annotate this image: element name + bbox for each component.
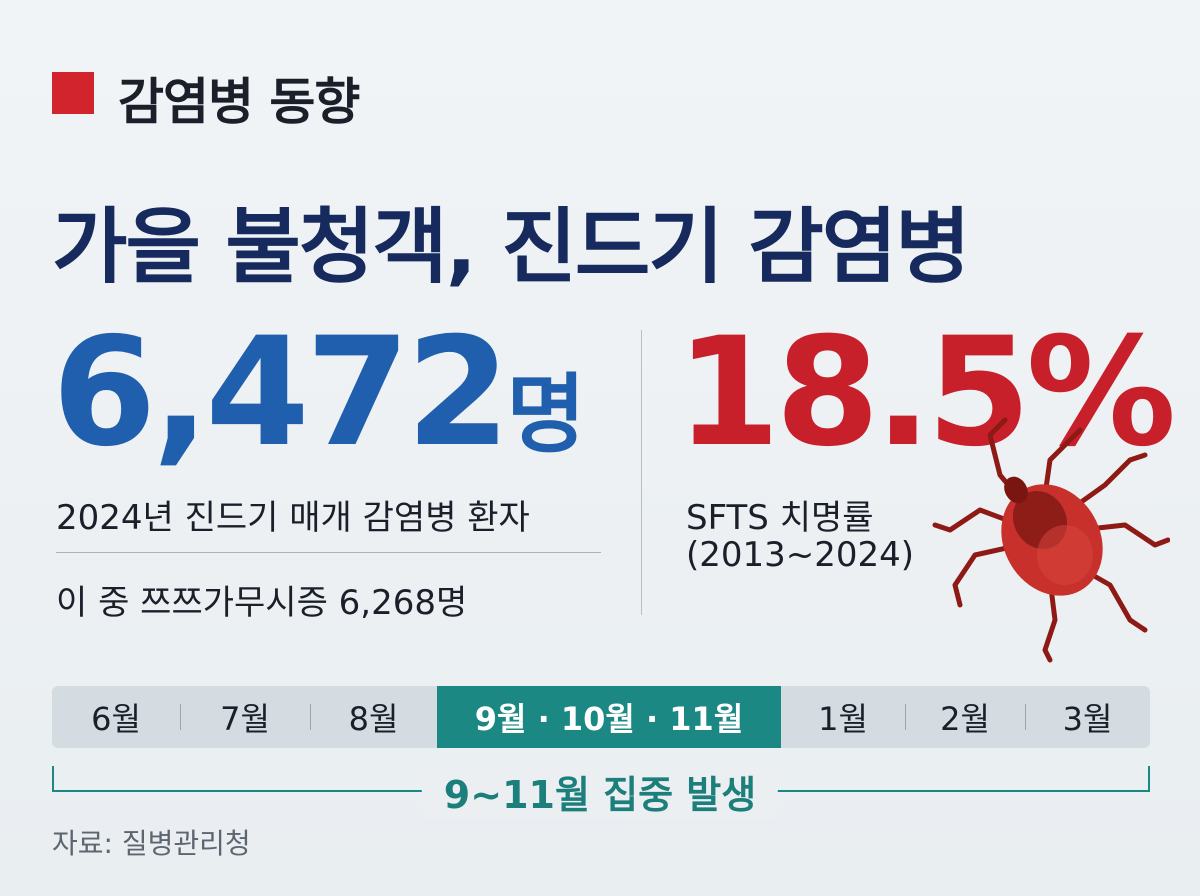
rule: [56, 552, 601, 553]
timeline-note: 9~11월 집중 발생: [421, 764, 779, 819]
count-caption: 2024년 진드기 매개 감염병 환자: [56, 498, 530, 538]
rate-caption: SFTS 치명률: [686, 498, 874, 538]
patient-count: 6,472명: [52, 318, 586, 468]
month: 7월: [180, 686, 310, 748]
fatality-rate: 18.5%: [676, 306, 1176, 480]
divider: [641, 330, 642, 615]
title: 가을 불청객, 진드기 감염병: [52, 200, 971, 295]
timeline: 6월 7월 8월 9월 · 10월 · 11월 1월 2월 3월: [52, 686, 1150, 748]
month: 1월: [818, 700, 868, 738]
count-number: 6,472: [52, 306, 510, 480]
count-unit: 명: [506, 365, 586, 465]
tag-marker: [52, 72, 94, 114]
count-sub: 이 중 쯔쯔가무시증 6,268명: [56, 583, 468, 623]
section-tag: 감염병 동향: [118, 73, 360, 131]
month: 8월: [310, 686, 437, 748]
month: 2월: [905, 686, 1025, 748]
month: 6월: [91, 700, 141, 738]
month: 3월: [1025, 686, 1150, 748]
peak-months: 9월 · 10월 · 11월: [437, 686, 781, 748]
tick-illustration: [932, 417, 1170, 663]
rate-period: (2013~2024): [686, 535, 915, 575]
source: 자료: 질병관리청: [52, 827, 251, 860]
